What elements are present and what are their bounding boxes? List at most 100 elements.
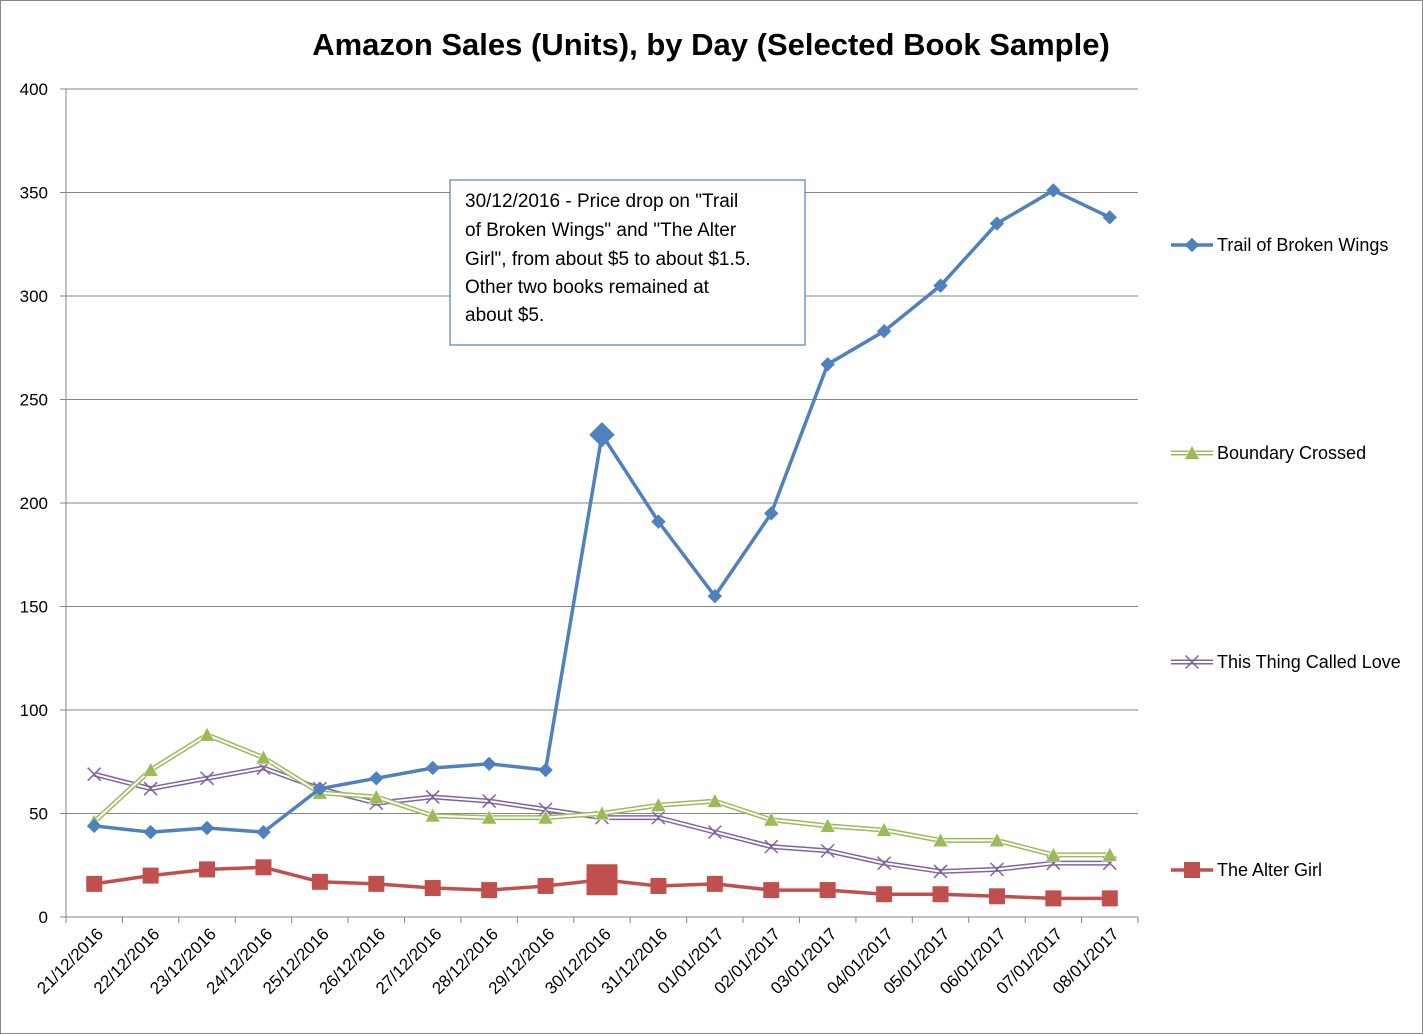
y-tick-label: 200 [20, 494, 48, 513]
data-point [537, 877, 554, 894]
data-point [481, 756, 497, 772]
legend-label: Boundary Crossed [1217, 443, 1366, 463]
data-point [820, 843, 835, 858]
data-point [256, 824, 271, 840]
data-point [989, 862, 1004, 877]
data-point [87, 767, 102, 782]
data-point [876, 323, 892, 339]
data-point [255, 749, 272, 765]
data-point [1184, 444, 1200, 460]
annotation-line: Girl", from about $5 to about $1.5. [465, 249, 751, 270]
data-point [650, 797, 667, 812]
y-tick-label: 100 [20, 701, 48, 720]
data-point [1184, 237, 1200, 253]
data-point [1046, 183, 1061, 198]
data-point [424, 807, 441, 823]
y-tick-label: 250 [20, 391, 48, 410]
data-point [199, 820, 215, 836]
data-point [482, 794, 497, 809]
data-point [1184, 862, 1200, 878]
annotation-box: 30/12/2016 - Price drop on "Trail of Bro… [449, 179, 806, 346]
y-tick-label: 0 [39, 908, 48, 927]
data-point [369, 771, 384, 786]
data-point [877, 856, 892, 871]
data-point [932, 886, 949, 903]
data-point [586, 864, 618, 896]
data-point [425, 789, 440, 804]
data-point [763, 811, 780, 827]
data-point [933, 278, 948, 293]
data-point [312, 781, 328, 796]
legend: Trail of Broken Wings Boundary Crossed Thi… [1171, 235, 1401, 880]
data-point [1101, 890, 1118, 907]
series-line [92, 732, 1110, 858]
data-point [764, 506, 779, 521]
data-point [143, 824, 158, 840]
legend-item: This Thing Called Love [1171, 652, 1401, 672]
data-point [1101, 846, 1118, 862]
series-layer [86, 183, 1118, 907]
y-tick-label: 50 [29, 805, 48, 824]
legend-label: Trail of Broken Wings [1217, 235, 1388, 255]
data-point [86, 875, 103, 892]
data-point [819, 882, 836, 899]
data-point [538, 802, 553, 817]
data-point [368, 788, 385, 804]
data-point [932, 832, 949, 848]
data-point [706, 875, 723, 892]
data-point [199, 726, 215, 742]
data-point [650, 877, 667, 894]
series-trail-of-broken-wings [87, 183, 1117, 840]
data-point [876, 822, 893, 837]
data-point [1102, 210, 1117, 225]
annotation-line: of Broken Wings" and "The Alter [465, 220, 737, 241]
data-point [424, 880, 441, 897]
data-point [989, 216, 1005, 231]
data-point [933, 864, 948, 879]
data-point [594, 805, 610, 821]
data-point [199, 861, 216, 878]
data-point [651, 514, 666, 529]
data-point [589, 421, 615, 448]
data-point [143, 781, 158, 796]
data-point [311, 873, 328, 890]
legend-label: The Alter Girl [1217, 860, 1322, 880]
data-point [142, 867, 159, 884]
data-point [425, 760, 440, 776]
data-point [1045, 890, 1062, 907]
annotation-line: 30/12/2016 - Price drop on "Trail [465, 191, 738, 212]
data-point [989, 832, 1005, 848]
data-point [707, 825, 722, 840]
data-point [537, 809, 554, 825]
data-point [819, 817, 836, 833]
data-point [764, 839, 779, 854]
data-point [706, 793, 723, 808]
data-point [481, 809, 498, 825]
legend-label: This Thing Called Love [1217, 652, 1401, 672]
series-the-alter-girl [86, 859, 1118, 907]
data-point [200, 771, 215, 786]
chart-title: Amazon Sales (Units), by Day (Selected B… [312, 27, 1110, 62]
y-tick-label: 150 [20, 598, 48, 617]
data-point [1184, 654, 1200, 670]
y-tick-label: 300 [20, 287, 48, 306]
data-point [142, 762, 159, 777]
y-tick-label: 350 [20, 184, 48, 203]
data-point [651, 810, 666, 825]
data-point [988, 888, 1005, 905]
legend-item: The Alter Girl [1171, 860, 1322, 880]
annotation-line: Other two books remained at [465, 277, 710, 298]
series-boundary-crossed [86, 726, 1118, 862]
data-point [255, 859, 272, 876]
legend-item: Trail of Broken Wings [1171, 235, 1388, 255]
data-point [87, 818, 102, 834]
data-point [876, 886, 893, 903]
data-point [481, 882, 498, 899]
data-point [368, 875, 385, 892]
data-point [707, 588, 723, 604]
legend-item: Boundary Crossed [1171, 443, 1366, 463]
y-tick-label: 400 [20, 80, 48, 99]
data-point [1045, 846, 1062, 862]
